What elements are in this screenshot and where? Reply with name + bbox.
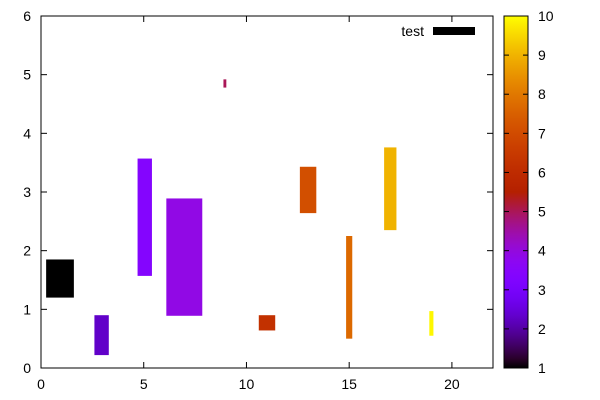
y-axis: 0 1 2 3 4 5 6	[23, 8, 493, 376]
colorbar-tick-label: 6	[538, 164, 546, 180]
plot-rectangles	[46, 79, 434, 356]
colorbar	[503, 15, 529, 369]
y-tick-label: 6	[23, 8, 31, 24]
legend-swatch	[433, 27, 475, 35]
x-axis: 0 5 10 15 20	[37, 16, 460, 392]
colorbar-axis: 1 2 3 4 5 6 7 8 9 10	[504, 8, 554, 376]
legend-label: test	[401, 23, 424, 39]
y-tick-label: 1	[23, 301, 31, 317]
data-rect-6	[258, 315, 276, 331]
y-tick-label: 4	[23, 125, 31, 141]
y-tick-label: 2	[23, 243, 31, 259]
colorbar-tick-label: 9	[538, 47, 546, 63]
colorbar-tick-label: 10	[538, 8, 554, 24]
data-rect-8	[346, 236, 353, 339]
data-rect-3	[137, 158, 152, 276]
colorbar-tick-label: 7	[538, 125, 546, 141]
x-tick-label: 20	[444, 376, 460, 392]
colorbar-tick-label: 3	[538, 282, 546, 298]
y-tick-label: 3	[23, 184, 31, 200]
x-tick-label: 5	[140, 376, 148, 392]
colorbar-tick-label: 8	[538, 86, 546, 102]
data-rect-9	[384, 147, 397, 231]
data-rect-5	[223, 79, 227, 88]
legend: test	[401, 23, 475, 39]
data-rect-4	[166, 198, 203, 316]
colorbar-tick-label: 1	[538, 360, 546, 376]
data-rect-2	[94, 315, 109, 356]
colorbar-tick-label: 4	[538, 243, 546, 259]
y-tick-label: 5	[23, 67, 31, 83]
colorbar-tick-label: 5	[538, 204, 546, 220]
x-tick-label: 10	[239, 376, 255, 392]
y-tick-label: 0	[23, 360, 31, 376]
colorbar-tick-label: 2	[538, 321, 546, 337]
data-rect-1	[46, 259, 74, 298]
x-tick-label: 15	[341, 376, 357, 392]
data-rect-10	[429, 311, 434, 336]
x-tick-label: 0	[37, 376, 45, 392]
data-rect-7	[299, 166, 317, 214]
